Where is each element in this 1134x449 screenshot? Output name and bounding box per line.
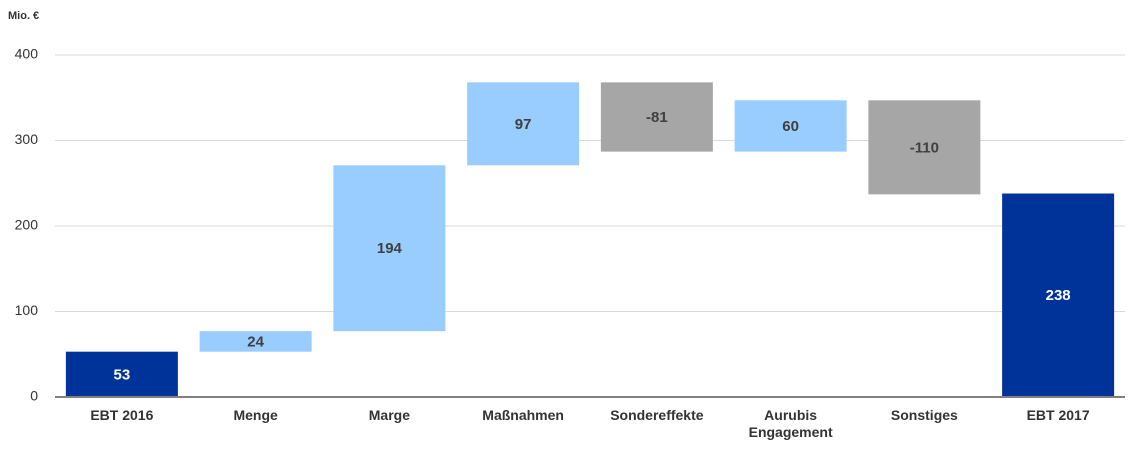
y-tick-label: 200 — [15, 217, 39, 233]
x-tick-label: Menge — [233, 407, 278, 423]
value-label: 194 — [377, 240, 403, 257]
x-tick-label: Sondereffekte — [610, 407, 704, 423]
y-tick-label: 100 — [15, 302, 39, 318]
bar — [600, 82, 713, 152]
y-axis-label: Mio. € — [8, 10, 39, 22]
x-tick-label: EBT 2016 — [90, 407, 154, 423]
bar — [65, 351, 178, 397]
value-label: 24 — [247, 333, 264, 350]
bar — [868, 100, 981, 195]
value-label: 238 — [1046, 287, 1071, 304]
bar — [467, 82, 580, 166]
x-tick-label: Aurubis Engagement — [748, 407, 833, 440]
bar — [333, 165, 446, 332]
bar — [734, 100, 847, 152]
bar — [1002, 193, 1115, 397]
bar — [199, 331, 312, 352]
x-tick-label: Marge — [368, 407, 410, 423]
value-label: -81 — [646, 109, 668, 126]
value-label: -110 — [910, 139, 939, 156]
x-tick-label: Sonstiges — [890, 407, 958, 423]
value-label: 60 — [782, 118, 799, 135]
x-tick-label: Maßnahmen — [482, 407, 564, 423]
y-tick-label: 300 — [15, 131, 39, 147]
x-tick-label: EBT 2017 — [1026, 407, 1090, 423]
value-label: 53 — [114, 366, 131, 383]
y-tick-label: 400 — [15, 46, 39, 62]
value-label: 97 — [515, 116, 532, 133]
y-tick-label: 0 — [30, 388, 38, 404]
